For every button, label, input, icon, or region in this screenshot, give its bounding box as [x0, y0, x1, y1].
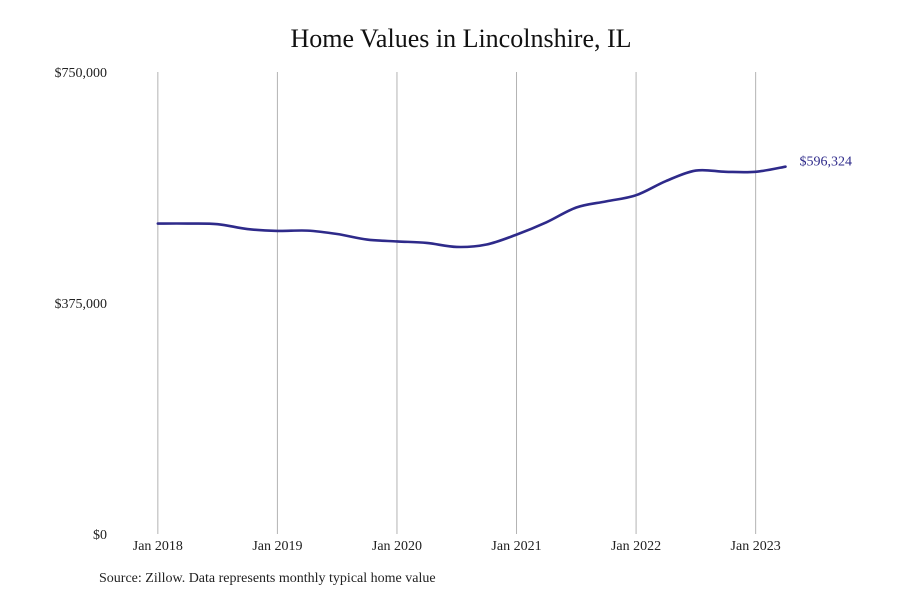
series-line: [156, 165, 787, 249]
gridlines: [157, 72, 757, 534]
data-labels: $596,324: [800, 155, 853, 170]
chart-title: Home Values in Lincolnshire, IL: [290, 24, 632, 53]
y-tick-label: $375,000: [55, 297, 108, 312]
x-tick-label: Jan 2019: [252, 539, 302, 554]
y-tick-label: $750,000: [55, 66, 108, 81]
y-axis-tick-labels: $0 $375,000 $750,000: [55, 66, 108, 543]
x-tick-label: Jan 2023: [731, 539, 781, 554]
x-tick-label: Jan 2022: [611, 539, 661, 554]
x-tick-label: Jan 2020: [372, 539, 422, 554]
y-tick-label: $0: [93, 528, 107, 543]
source-note: Source: Zillow. Data represents monthly …: [99, 571, 436, 586]
x-tick-label: Jan 2018: [133, 539, 183, 554]
x-tick-label: Jan 2021: [491, 539, 541, 554]
x-axis-tick-labels: Jan 2018 Jan 2019 Jan 2020 Jan 2021 Jan 2022…: [133, 539, 781, 554]
series-lines: [156, 165, 787, 249]
end-value-label: $596,324: [800, 155, 853, 170]
